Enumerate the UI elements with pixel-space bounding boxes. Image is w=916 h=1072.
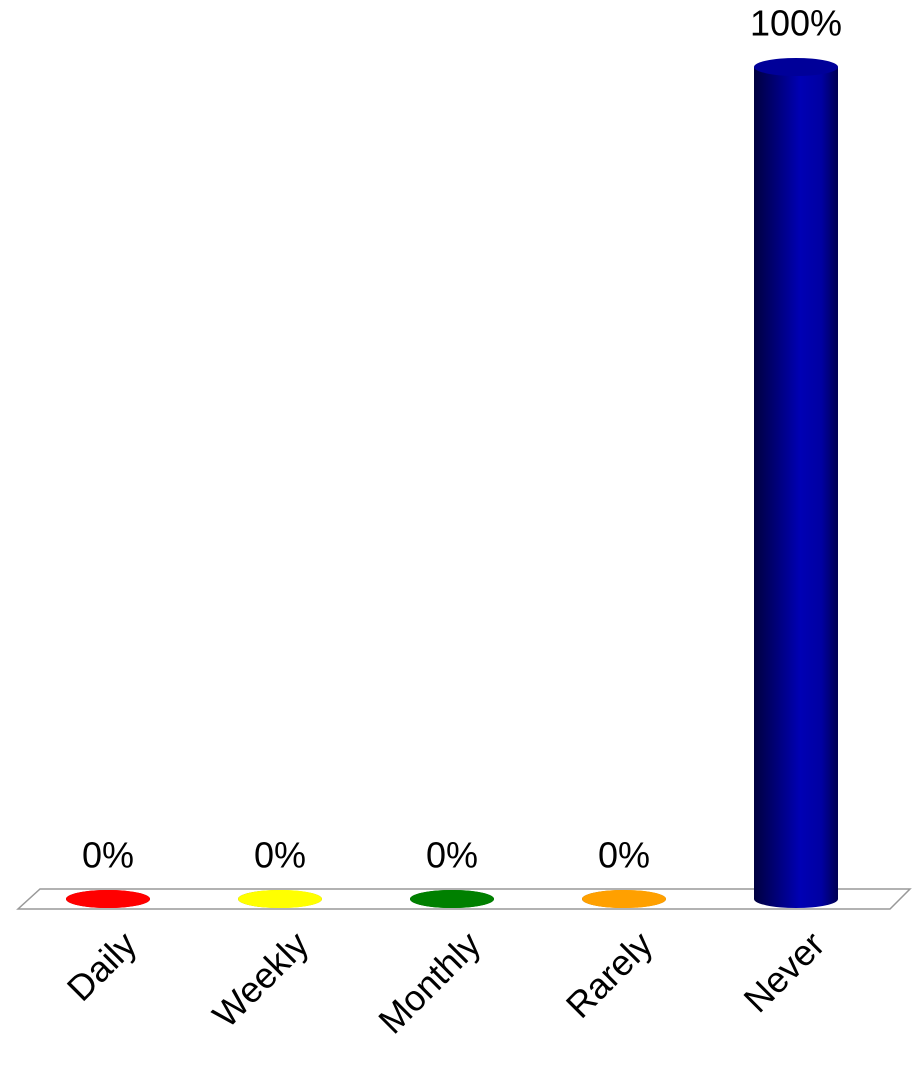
x-tick-label: Weekly — [204, 923, 316, 1035]
bar-top — [66, 890, 150, 908]
x-tick-label: Rarely — [558, 923, 661, 1026]
bar-top — [754, 58, 838, 76]
value-label: 0% — [598, 835, 650, 876]
bar — [754, 58, 838, 908]
bar-top — [410, 890, 494, 908]
bar-top — [238, 890, 322, 908]
x-tick-label: Never — [735, 923, 832, 1020]
value-label: 0% — [426, 835, 478, 876]
bar — [410, 890, 494, 908]
bar — [238, 890, 322, 908]
value-label: 100% — [750, 3, 842, 44]
value-label: 0% — [82, 835, 134, 876]
x-tick-label: Monthly — [370, 923, 488, 1041]
bar — [582, 890, 666, 908]
value-label: 0% — [254, 835, 306, 876]
bar — [66, 890, 150, 908]
x-tick-label: Daily — [59, 923, 145, 1009]
bar-body — [754, 67, 838, 899]
bar-top — [582, 890, 666, 908]
